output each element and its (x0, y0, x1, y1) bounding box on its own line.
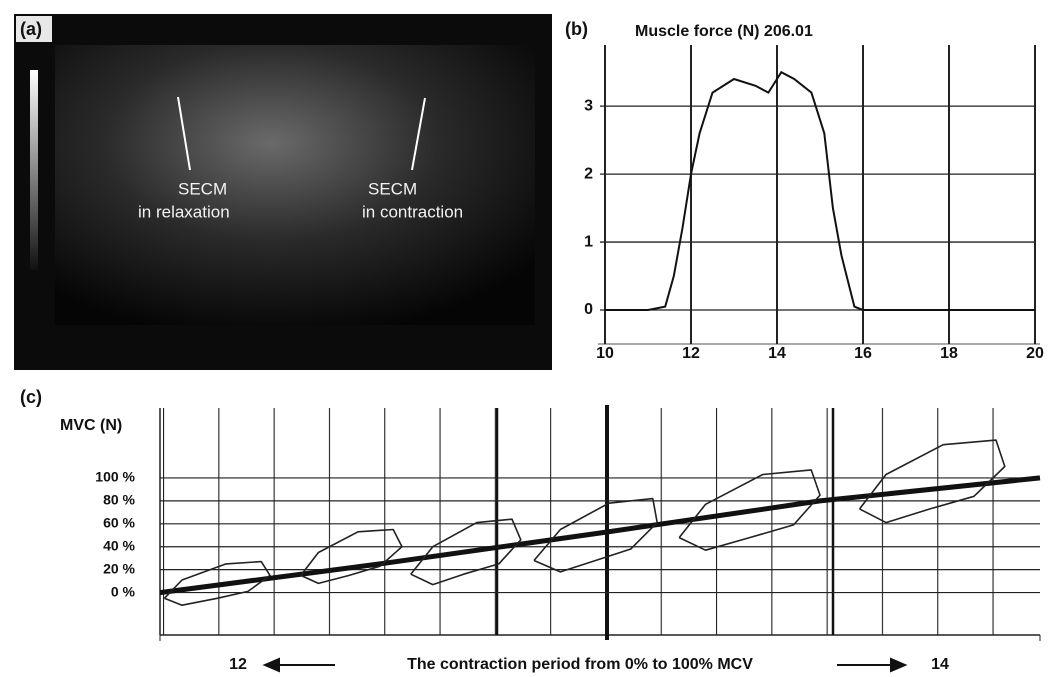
y-tick-label: 80 % (103, 492, 135, 508)
ultrasound-panel: SECM in relaxation SECM in contraction (… (14, 14, 552, 370)
x-axis-label: The contraction period from 0% to 100% M… (407, 656, 753, 673)
y-tick-label: 60 % (103, 514, 135, 530)
y-tick-label: 0 (584, 301, 593, 318)
data-line (605, 70, 1035, 311)
loop (678, 469, 821, 551)
arrow-left (262, 657, 335, 673)
loop (858, 439, 1006, 524)
x-tick-label: 14 (768, 345, 786, 362)
loop (300, 528, 403, 585)
y-tick-label: 40 % (103, 537, 135, 553)
loop (533, 497, 658, 573)
annotation: in contraction (362, 202, 463, 221)
x-tick-label: 10 (596, 345, 614, 362)
y-tick-label: 20 % (103, 560, 135, 576)
x-tick-label: 12 (229, 656, 247, 673)
y-tick-label: 0 % (111, 583, 136, 599)
trend-line (159, 475, 1041, 596)
panel-label: (a) (20, 19, 42, 39)
vertical-grid (160, 408, 1040, 635)
pointer (411, 97, 426, 171)
annotation: in relaxation (138, 202, 230, 221)
arrow-right (837, 657, 908, 673)
x-tick-label: 14 (931, 656, 949, 673)
panel-label: (c) (20, 387, 42, 407)
loop (163, 560, 271, 606)
x-tick-label: 20 (1026, 345, 1044, 362)
x-tick-label: 18 (940, 345, 958, 362)
y-tick-label: 2 (584, 165, 593, 182)
chart-title: Muscle force (N) 206.01 (635, 23, 813, 40)
loop (410, 518, 522, 586)
annotation: SECM (368, 179, 417, 198)
y-tick-label: 100 % (95, 469, 135, 485)
x-tick-label: 16 (854, 345, 872, 362)
panel-label: (b) (565, 19, 588, 39)
ultrasound-image (55, 45, 535, 325)
y-tick-label: 3 (584, 97, 593, 114)
pointer (177, 96, 191, 171)
panel-label-box (16, 16, 52, 42)
y-axis-label: MVC (N) (60, 417, 122, 434)
gray-scale-bar (30, 70, 38, 270)
x-tick-label: 12 (682, 345, 700, 362)
annotation: SECM (178, 179, 227, 198)
y-tick-label: 1 (584, 233, 593, 250)
